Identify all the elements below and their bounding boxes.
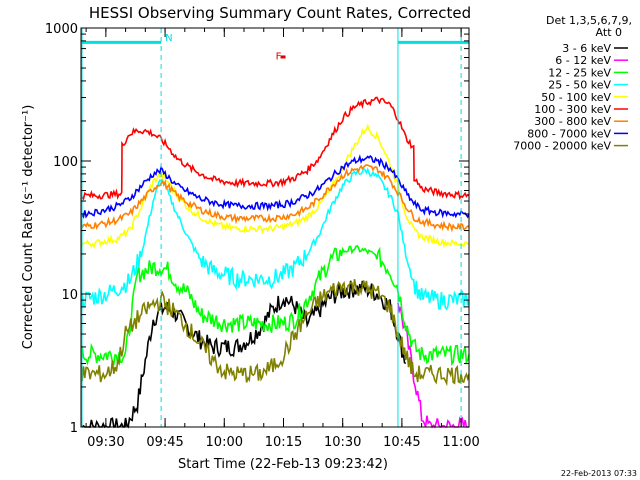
footer-timestamp: 22-Feb-2013 07:33 — [561, 469, 637, 478]
y-tick-label-0: 1 — [70, 421, 78, 436]
series-line-2 — [81, 244, 470, 367]
plot-frame — [80, 27, 470, 428]
series-line-4 — [81, 123, 470, 249]
x-tick-label-0: 09:30 — [87, 435, 124, 450]
legend-label-5: 100 - 300 keV — [534, 103, 611, 116]
legend-label-2: 12 - 25 keV — [548, 66, 611, 79]
x-tick-label-1: 09:45 — [146, 435, 183, 450]
legend-label-7: 800 - 7000 keV — [527, 127, 611, 140]
x-tick-label-3: 10:15 — [265, 435, 302, 450]
legend-header-line-2: Att 0 — [596, 26, 622, 39]
series-line-7 — [81, 154, 470, 219]
x-tick-label-4: 10:30 — [324, 435, 361, 450]
legend-label-4: 50 - 100 keV — [541, 91, 611, 104]
series-line-3 — [81, 167, 470, 311]
chart-title: HESSI Observing Summary Count Rates, Cor… — [89, 4, 471, 22]
series-line-6 — [81, 164, 470, 233]
y-tick-label-1: 10 — [61, 288, 78, 303]
x-axis-label: Start Time (22-Feb-13 09:23:42) — [178, 457, 388, 472]
y-axis-label: Corrected Count Rate (s⁻¹ detector⁻¹) — [21, 105, 36, 350]
legend-label-6: 300 - 800 keV — [534, 115, 611, 128]
flare-marker — [280, 55, 286, 59]
legend-label-0: 3 - 6 keV — [562, 42, 611, 55]
series-line-8 — [81, 279, 470, 387]
legend-label-3: 25 - 50 keV — [548, 79, 611, 92]
x-tick-label-6: 11:00 — [442, 435, 479, 450]
series-line-0 — [81, 280, 407, 429]
annotation-0: N — [165, 33, 172, 44]
y-tick-label-3: 1000 — [45, 22, 78, 37]
legend-header-line-1: Det 1,3,5,6,7,9, — [546, 14, 632, 27]
legend-label-8: 7000 - 20000 keV — [513, 140, 611, 153]
x-tick-label-2: 10:00 — [206, 435, 243, 450]
annotation-1: F — [276, 51, 282, 62]
legend-label-1: 6 - 12 keV — [555, 54, 611, 67]
series-line-5 — [81, 96, 470, 201]
y-tick-label-2: 100 — [53, 155, 78, 170]
x-tick-label-5: 10:45 — [383, 435, 420, 450]
